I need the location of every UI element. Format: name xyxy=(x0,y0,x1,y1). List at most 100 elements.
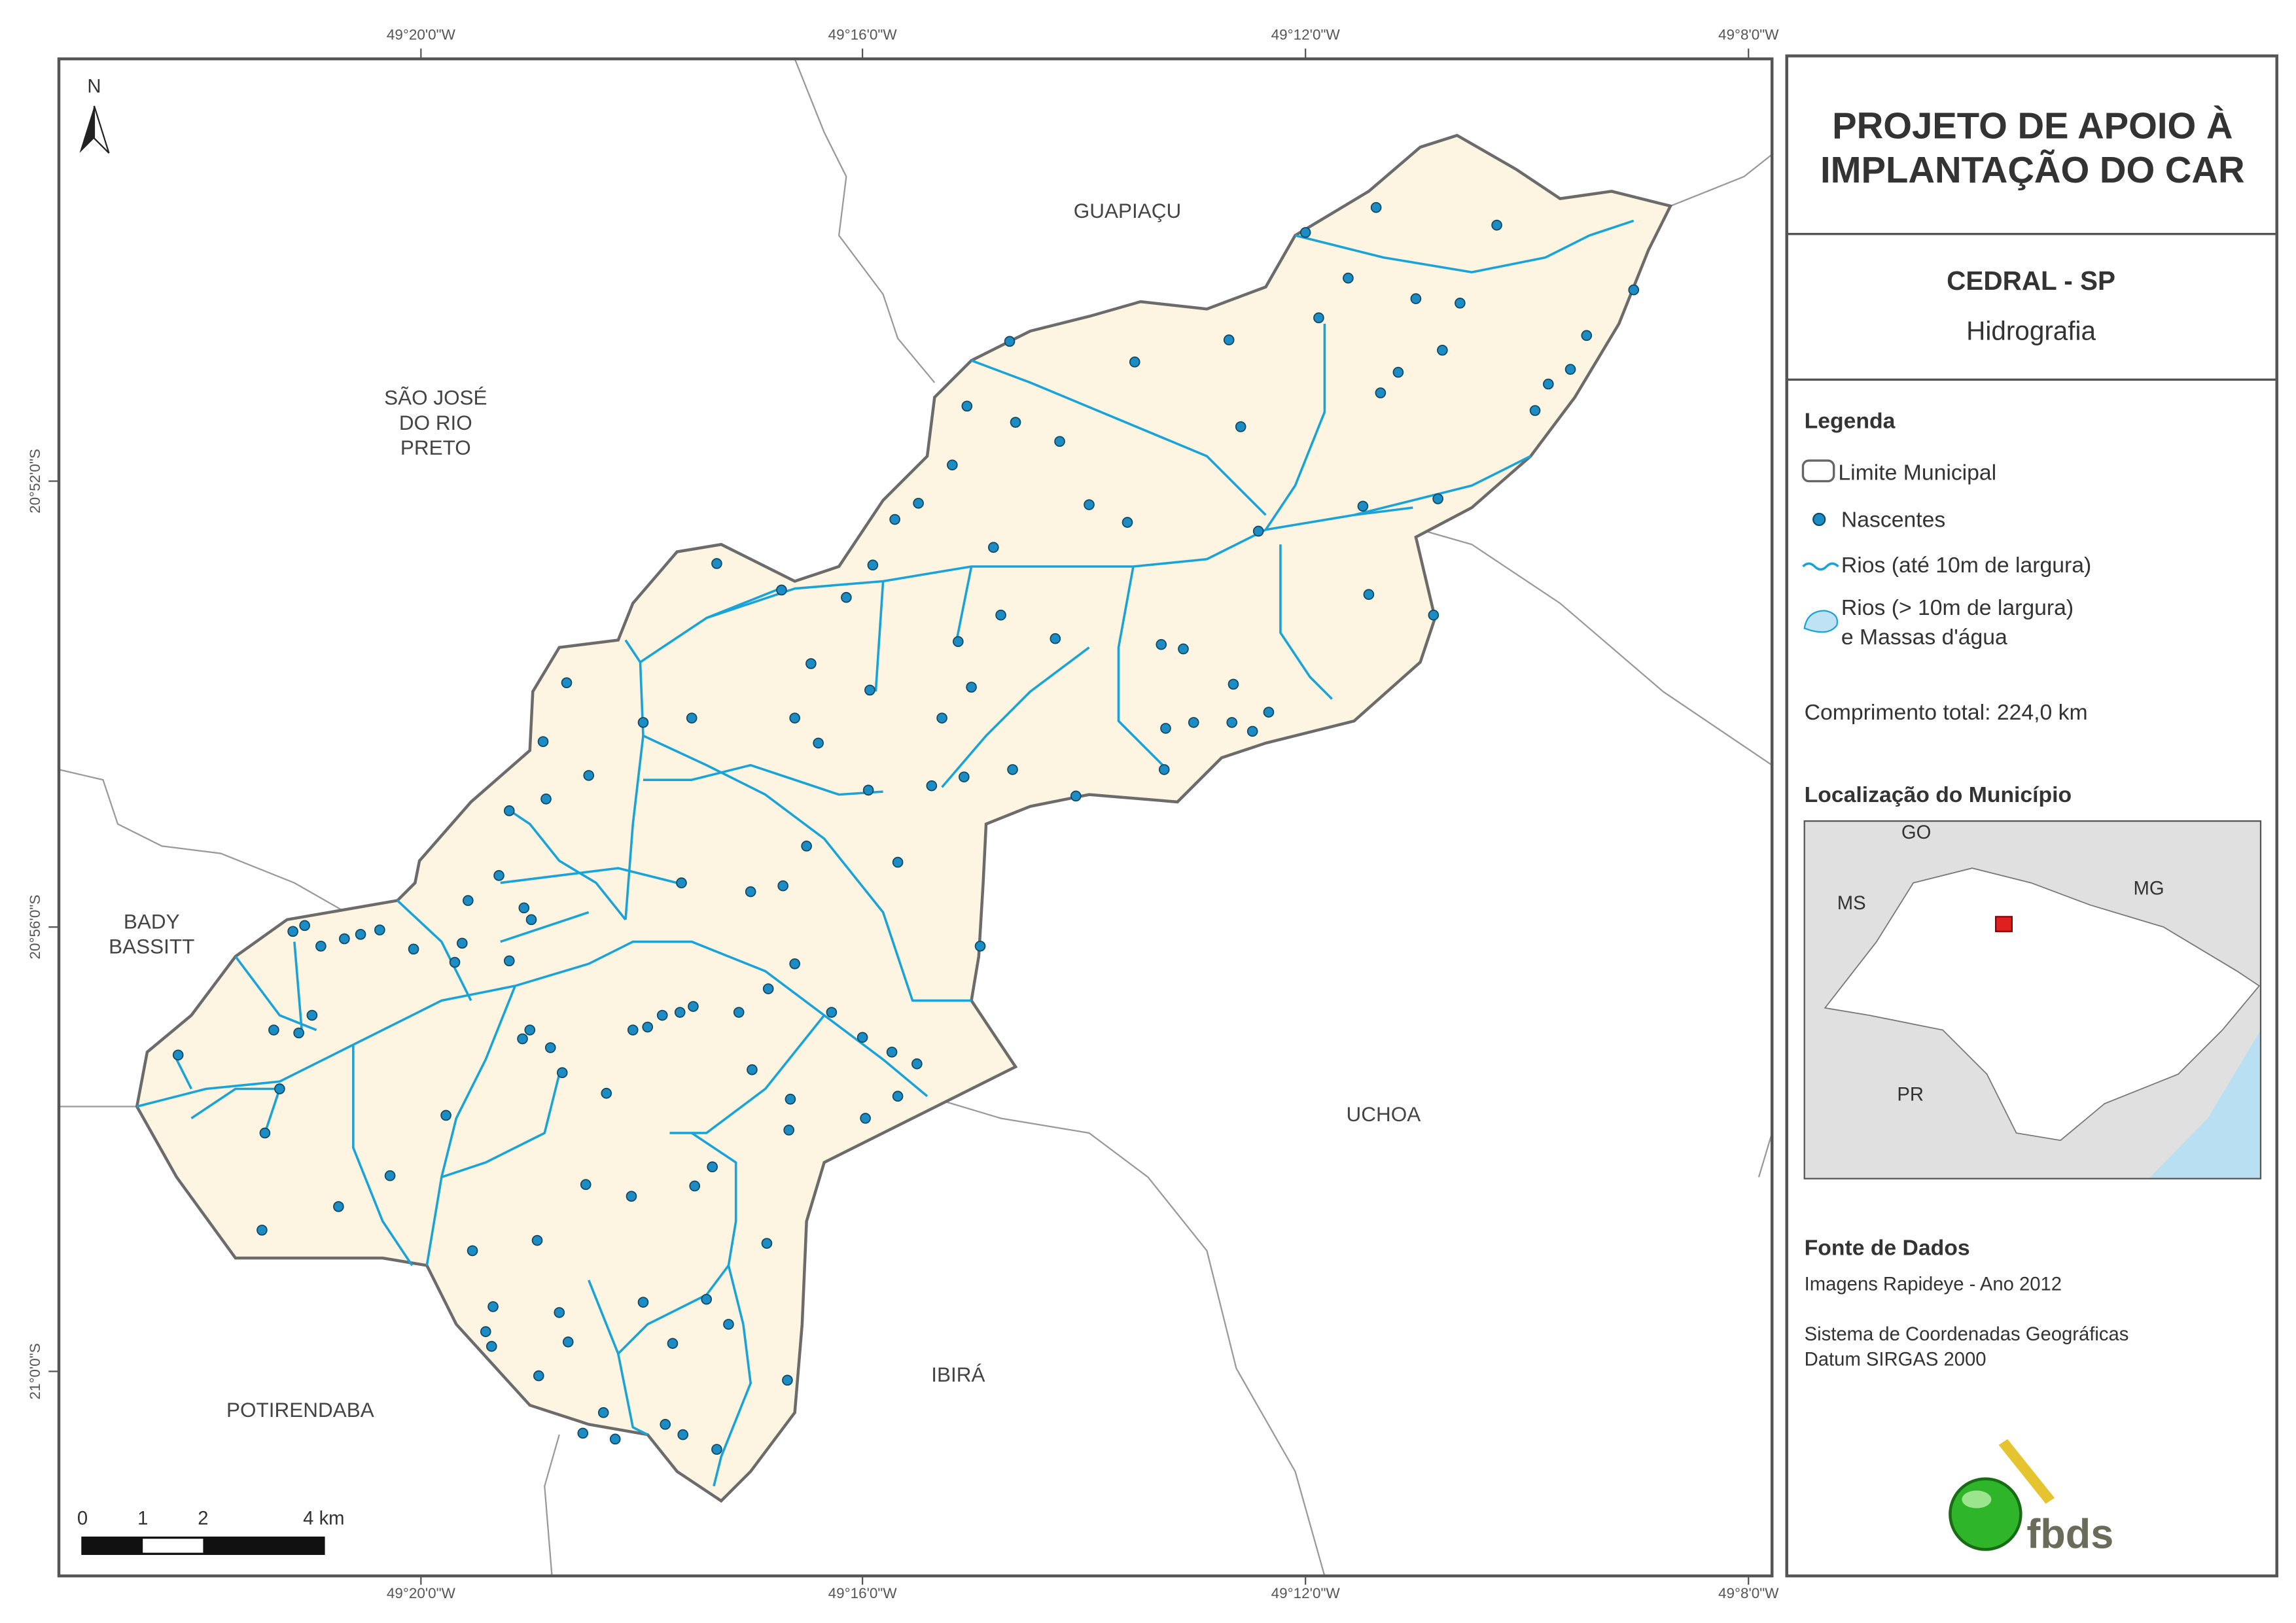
source-text: Datum SIRGAS 2000 xyxy=(1805,1349,1987,1370)
springs xyxy=(172,201,1640,1455)
graticule-label: 20°52'0"S xyxy=(27,449,43,514)
spring xyxy=(408,943,419,955)
boundary xyxy=(1420,529,1773,766)
spring xyxy=(642,1021,654,1033)
spring xyxy=(1432,493,1443,504)
place-label: SÃO JOSÉ xyxy=(384,386,487,410)
spring xyxy=(867,559,879,571)
spring xyxy=(556,1067,568,1079)
boundary xyxy=(794,58,936,383)
spring xyxy=(524,1024,536,1036)
spring xyxy=(926,780,938,792)
spring xyxy=(1188,717,1199,728)
legend-item: Rios (até 10m de largura) xyxy=(1841,553,2091,578)
spring xyxy=(656,1009,668,1021)
river xyxy=(643,735,972,1002)
state-label: MS xyxy=(1837,893,1866,914)
spring xyxy=(456,937,468,949)
place-label: DO RIO xyxy=(399,411,472,434)
state-sp xyxy=(1824,867,2261,1142)
spring xyxy=(1004,336,1016,347)
spring xyxy=(525,914,537,926)
north-arrow: N xyxy=(79,77,110,154)
river xyxy=(691,1132,745,1325)
river xyxy=(616,1353,648,1436)
spring xyxy=(789,958,800,969)
legend-symbol xyxy=(1803,610,1839,633)
panel-frame xyxy=(1785,54,2278,1578)
river xyxy=(955,566,973,640)
legend-symbol xyxy=(1802,562,1839,571)
spring xyxy=(676,877,687,888)
spring xyxy=(540,794,552,805)
spring xyxy=(1299,227,1311,238)
place-label: BASSITT xyxy=(109,935,194,958)
spring xyxy=(889,514,900,525)
spring xyxy=(913,497,924,509)
river xyxy=(970,359,1267,516)
spring xyxy=(440,1109,451,1121)
state-label: MG xyxy=(2133,879,2164,899)
place-label: GUAPIAÇU xyxy=(1074,199,1181,222)
spring xyxy=(782,1374,793,1386)
theme: Hidrografia xyxy=(1966,316,2096,346)
boundary xyxy=(58,769,347,913)
spring xyxy=(306,1009,318,1021)
inset-frame xyxy=(1803,820,2262,1179)
spring xyxy=(701,1293,713,1305)
spring xyxy=(857,1032,868,1043)
river xyxy=(643,763,883,796)
spring xyxy=(966,682,977,693)
spring xyxy=(1235,421,1246,432)
spring xyxy=(462,895,474,906)
river xyxy=(706,506,1413,620)
spring xyxy=(677,1429,689,1440)
spring xyxy=(1050,633,1061,644)
spring xyxy=(947,459,958,471)
spring xyxy=(1628,284,1640,296)
spring xyxy=(733,1007,745,1018)
spring xyxy=(487,1301,499,1312)
boundary xyxy=(544,1434,560,1577)
spring xyxy=(449,956,461,968)
location-inset: GO MS MG PR xyxy=(1803,820,2262,1179)
river xyxy=(874,581,885,692)
spring xyxy=(1529,405,1541,416)
scale-segment xyxy=(82,1537,143,1554)
map-frame xyxy=(57,57,1774,1578)
spring xyxy=(783,1125,794,1136)
place-label: POTIRENDABA xyxy=(226,1398,374,1422)
spring xyxy=(995,609,1006,621)
scale-bar: 0 1 2 4 km xyxy=(77,1508,345,1555)
spring xyxy=(1428,609,1439,621)
municipality-marker xyxy=(1994,916,2013,932)
place-label: UCHOA xyxy=(1347,1102,1421,1126)
spring xyxy=(597,1407,609,1418)
river xyxy=(500,867,678,884)
spring xyxy=(747,1064,758,1075)
spring xyxy=(1410,293,1422,304)
spring xyxy=(686,712,698,724)
scale-label: 0 xyxy=(77,1508,88,1529)
spring xyxy=(953,636,964,648)
spring xyxy=(1223,334,1235,345)
spring xyxy=(554,1307,565,1318)
spring xyxy=(1455,298,1466,309)
spring xyxy=(1160,723,1171,734)
spring xyxy=(299,920,310,932)
spring xyxy=(1246,725,1258,737)
spring xyxy=(961,400,973,412)
river xyxy=(190,1087,280,1119)
scale-label: 1 xyxy=(137,1508,148,1529)
spring xyxy=(1122,517,1133,528)
spring xyxy=(537,736,549,747)
spring xyxy=(707,1161,718,1173)
scale-label: 4 km xyxy=(303,1508,344,1529)
graticule-label: 21°0'0"S xyxy=(27,1343,43,1399)
place-label: PRETO xyxy=(400,436,471,459)
boundary xyxy=(927,1095,1326,1577)
spring xyxy=(486,1340,497,1352)
spring xyxy=(480,1326,491,1337)
spring xyxy=(1357,500,1369,512)
spring xyxy=(762,983,774,994)
